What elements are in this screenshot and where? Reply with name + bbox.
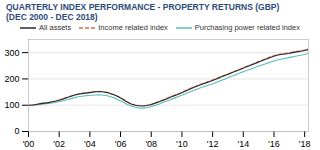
- svg-text:'06: '06: [115, 139, 127, 149]
- html-text:(DEC 2000 - DEC 2018): (DEC 2000 - DEC 2018): [6, 12, 98, 22]
- html-text:Purchasing power related index: Purchasing power related index: [194, 23, 300, 32]
- svg-text:'04: '04: [84, 139, 96, 149]
- svg-text:0: 0: [14, 126, 19, 136]
- svg-text:'12: '12: [207, 139, 219, 149]
- svg-text:'18: '18: [299, 139, 311, 149]
- svg-text:'16: '16: [268, 139, 280, 149]
- html-text:QUARTERLY INDEX PERFORMANCE -: QUARTERLY INDEX PERFORMANCE - PROPERTY R…: [6, 2, 280, 12]
- svg-text:'02: '02: [53, 139, 65, 149]
- svg-text:300: 300: [4, 48, 19, 58]
- html-text:Income related index: Income related index: [98, 23, 168, 32]
- svg-text:'08: '08: [145, 139, 157, 149]
- svg-text:'00: '00: [23, 139, 35, 149]
- svg-text:'10: '10: [176, 139, 188, 149]
- svg-text:'14: '14: [237, 139, 249, 149]
- html-text:All assets: All assets: [39, 23, 72, 32]
- svg-text:100: 100: [4, 100, 19, 110]
- svg-text:200: 200: [4, 74, 19, 84]
